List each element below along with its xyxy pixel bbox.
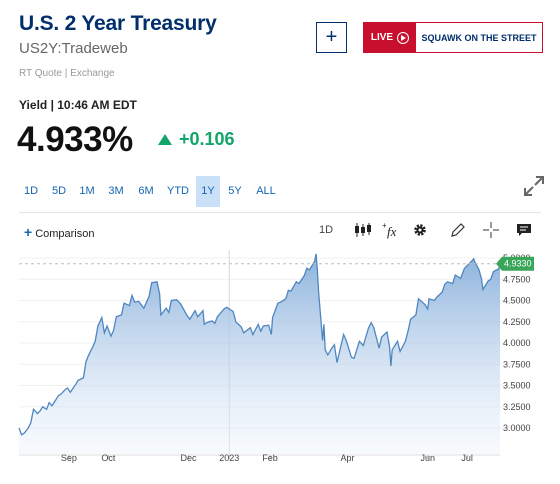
y-tick-label: 3.0000: [503, 423, 531, 433]
plus-icon: +: [325, 26, 338, 48]
comparison-label: Comparison: [35, 228, 95, 240]
y-tick-label: 3.2500: [503, 402, 531, 412]
settings-button[interactable]: [410, 218, 430, 242]
last-value-badge: [496, 256, 534, 271]
range-tab-5y[interactable]: 5Y: [228, 185, 242, 197]
series-line: [18, 253, 501, 436]
crosshair-button[interactable]: [481, 218, 501, 242]
x-tick-label: Sep: [61, 453, 77, 463]
indicators-button[interactable]: + fx: [381, 218, 403, 242]
x-tick-label: Feb: [262, 453, 278, 463]
y-tick-label: 3.7500: [503, 359, 531, 369]
page-title: U.S. 2 Year Treasury: [19, 12, 217, 35]
range-tab-3m[interactable]: 3M: [108, 185, 124, 197]
x-tick-label: Jun: [420, 453, 435, 463]
range-tab-1m[interactable]: 1M: [79, 185, 95, 197]
pencil-icon: [451, 223, 465, 237]
y-axis: 5.00004.75004.50004.25004.00003.75003.50…: [503, 253, 531, 433]
range-tab-1d[interactable]: 1D: [23, 185, 39, 197]
price-change: +0.106: [158, 129, 235, 150]
last-value-label: 4.9330: [504, 259, 532, 269]
chart-area-layer: [18, 253, 501, 454]
y-tick-label: 4.2500: [503, 317, 531, 327]
expand-icon[interactable]: [523, 175, 545, 197]
fx-icon: + fx: [382, 221, 397, 239]
range-tab-6m[interactable]: 6M: [138, 185, 154, 197]
range-tab-5d[interactable]: 5D: [51, 185, 67, 197]
x-tick-label: Dec: [181, 453, 198, 463]
svg-text:+: +: [382, 221, 387, 230]
plus-icon: +: [24, 224, 33, 240]
comment-icon: [517, 224, 531, 236]
quote-source: RT Quote | Exchange: [19, 68, 115, 79]
symbol-label: US2Y:Tradeweb: [19, 40, 128, 57]
x-axis: Sep Oct Dec 2023 Feb Apr Jun Jul: [19, 453, 500, 463]
last-price: 4.933%: [17, 120, 133, 159]
live-tv-button[interactable]: LIVE SQUAWK ON THE STREET: [363, 22, 543, 53]
live-badge: LIVE: [364, 23, 416, 52]
change-value: +0.106: [179, 129, 235, 149]
x-tick-label: 2023: [219, 453, 239, 463]
y-tick-label: 4.7500: [503, 274, 531, 284]
chart-style-button[interactable]: [353, 218, 373, 242]
x-tick-label: Jul: [461, 453, 473, 463]
y-tick-label: 4.5000: [503, 296, 531, 306]
y-tick-label: 4.0000: [503, 338, 531, 348]
squawk-label: SQUAWK ON THE STREET: [421, 32, 537, 43]
range-tab-1y[interactable]: 1Y: [196, 176, 220, 207]
annotation-button[interactable]: [514, 218, 534, 242]
comparison-button[interactable]: + Comparison: [24, 224, 95, 240]
last-value-marker: 4.9330: [19, 256, 534, 271]
range-tab-ytd[interactable]: YTD: [167, 185, 189, 197]
live-label: LIVE: [370, 32, 394, 43]
draw-button[interactable]: [448, 218, 468, 242]
x-tick-label: Oct: [101, 453, 116, 463]
play-icon: [397, 31, 410, 44]
x-tick-label: Apr: [341, 453, 355, 463]
series-area: [19, 253, 500, 454]
range-tab-all[interactable]: ALL: [256, 185, 276, 197]
up-arrow-icon: [158, 134, 172, 145]
crosshair-icon: [483, 222, 499, 238]
interval-selector[interactable]: 1D: [318, 224, 334, 236]
add-to-watchlist-button[interactable]: +: [316, 22, 347, 53]
gear-icon: [414, 224, 426, 236]
y-tick-label: 3.5000: [503, 381, 531, 391]
yield-chart[interactable]: 5.00004.75004.50004.25004.00003.75003.50…: [0, 246, 560, 484]
fx-label: fx: [387, 224, 397, 239]
toolbar-divider: [19, 212, 541, 213]
candlestick-icon: [355, 223, 371, 237]
yield-timestamp: Yield | 10:46 AM EDT: [19, 98, 137, 112]
